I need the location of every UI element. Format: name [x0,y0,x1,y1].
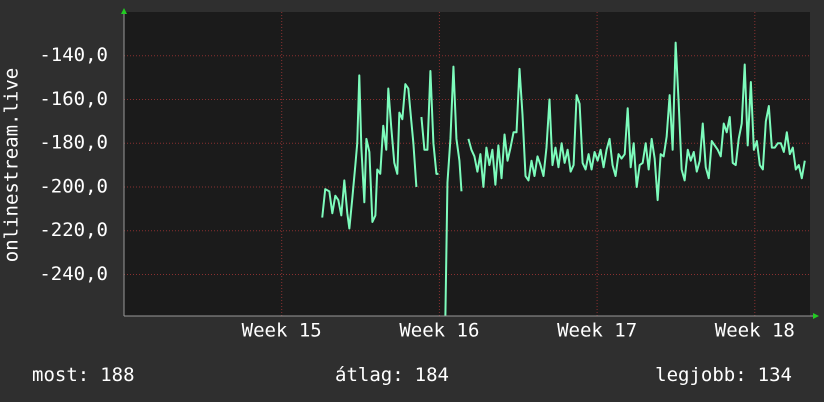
data-line [467,41,806,202]
stat: legjobb: 134 [655,364,792,386]
y-tick-label: -140,0 [39,44,108,66]
y-tick-label: -200,0 [39,175,108,197]
x-tick-label: Week 15 [242,320,322,342]
labels: -240,0 -220,0 -200,0 -180,0 -160,0 -140,0 Week… [32,44,795,385]
stat-value: 184 [415,364,449,386]
stat-value: 188 [100,364,134,386]
y-tick-label: -180,0 [39,132,108,154]
x-tick-label: Week 16 [399,320,479,342]
stat-label: legjobb: [655,364,747,386]
stat: átlag: 184 [335,364,449,386]
y-tick-label: -160,0 [39,88,108,110]
y-tick-label: -240,0 [39,263,108,285]
y-arrow [121,8,127,14]
x-arrow [813,313,819,319]
stat: most: 188 [32,364,135,386]
stat-label: átlag: [335,364,404,386]
x-tick-label: Week 17 [557,320,637,342]
plot-area [124,12,810,316]
data-line [444,65,463,317]
x-tick-label: Week 18 [715,320,795,342]
y-tick-label: -220,0 [39,219,108,241]
stat-label: most: [32,364,89,386]
stat-value: 134 [758,364,792,386]
marks [321,41,806,317]
grid [124,12,810,316]
data-line [420,70,439,175]
y-axis-label: onlinestream.live [1,68,23,262]
data-line [321,74,418,230]
